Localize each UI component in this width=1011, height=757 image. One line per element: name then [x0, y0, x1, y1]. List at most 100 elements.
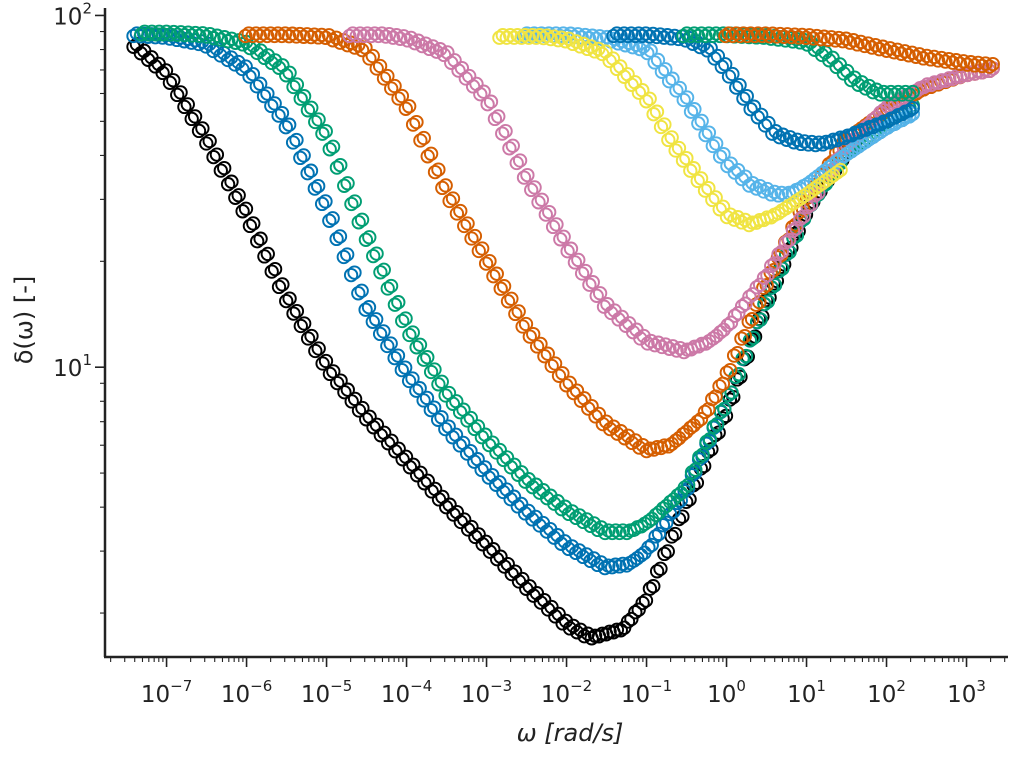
data-point [568, 510, 584, 526]
data-point [561, 506, 576, 522]
data-point [252, 28, 268, 44]
data-point [764, 258, 779, 274]
data-point [376, 324, 391, 339]
data-point [238, 201, 254, 216]
data-point [148, 27, 163, 42]
data-point [322, 366, 338, 382]
data-point [641, 540, 656, 555]
data-point [597, 525, 613, 541]
x-tick-label: 101 [787, 677, 826, 708]
data-point [475, 241, 490, 256]
data-point [651, 335, 666, 350]
data-point [676, 28, 691, 44]
data-point [784, 29, 799, 45]
data-point [890, 42, 905, 57]
data-point [705, 192, 720, 208]
data-point [409, 383, 424, 398]
data-point [296, 29, 311, 44]
data-point [667, 526, 683, 542]
data-point [712, 149, 728, 164]
data-point [514, 30, 529, 45]
data-point [631, 85, 647, 100]
data-point [423, 402, 438, 418]
data-point [653, 119, 669, 135]
data-point [318, 30, 333, 45]
data-point [628, 28, 643, 44]
data-point [271, 108, 286, 123]
data-point [562, 621, 578, 636]
data-point [772, 130, 787, 145]
data-series [718, 26, 1000, 74]
data-point [271, 279, 287, 295]
data-point [668, 143, 683, 158]
data-point [369, 61, 384, 76]
data-point [872, 42, 887, 57]
data-point [264, 98, 279, 114]
data-point [702, 432, 718, 447]
data-point [315, 356, 330, 371]
data-point [467, 228, 483, 244]
data-point [577, 629, 592, 644]
data-point [571, 252, 586, 268]
data-point [720, 318, 735, 333]
data-point [554, 502, 569, 517]
data-point [705, 138, 720, 154]
x-tick-label: 10−7 [141, 677, 192, 708]
data-point [413, 133, 428, 148]
data-point [279, 293, 294, 309]
data-point [391, 295, 406, 310]
data-point [731, 306, 746, 321]
data-point [677, 480, 692, 495]
data-point [742, 178, 757, 193]
data-point [727, 308, 743, 323]
data-point [945, 55, 960, 70]
data-point [351, 403, 367, 418]
data-point [782, 232, 797, 248]
data-point [754, 28, 770, 44]
data-point [516, 170, 532, 185]
data-point [537, 349, 552, 364]
data-point [540, 346, 555, 361]
data-point [311, 341, 326, 356]
data-point [697, 404, 713, 420]
data-point [416, 352, 432, 367]
data-point [235, 204, 250, 219]
series-group [126, 24, 1000, 646]
data-point [340, 38, 355, 53]
data-point [744, 312, 760, 327]
data-point [589, 288, 604, 303]
data-point [857, 38, 872, 54]
data-point [427, 164, 443, 180]
data-point [529, 339, 545, 354]
data-point [209, 28, 225, 43]
data-point [499, 482, 514, 497]
data-point [369, 246, 384, 261]
data-point [847, 70, 862, 85]
data-point [690, 28, 706, 44]
data-point [134, 27, 149, 42]
data-point [289, 132, 304, 148]
data-point [333, 35, 348, 50]
data-point [669, 343, 684, 358]
data-point [376, 262, 391, 277]
data-point [793, 191, 808, 206]
data-point [875, 39, 890, 54]
data-point [695, 447, 710, 462]
data-series [606, 26, 920, 153]
data-point [672, 340, 688, 356]
data-point [776, 29, 792, 44]
data-point [282, 291, 297, 306]
data-point [473, 87, 488, 102]
data-point [351, 286, 366, 301]
data-point [632, 41, 648, 57]
data-point [492, 475, 507, 490]
data-point [166, 73, 181, 88]
data-point [736, 91, 751, 106]
data-point [422, 41, 437, 57]
data-point [774, 244, 790, 259]
data-point [686, 161, 701, 176]
y-tick-label: 102 [53, 0, 92, 30]
data-point [257, 249, 272, 264]
data-point [401, 373, 417, 389]
data-point [278, 120, 293, 135]
